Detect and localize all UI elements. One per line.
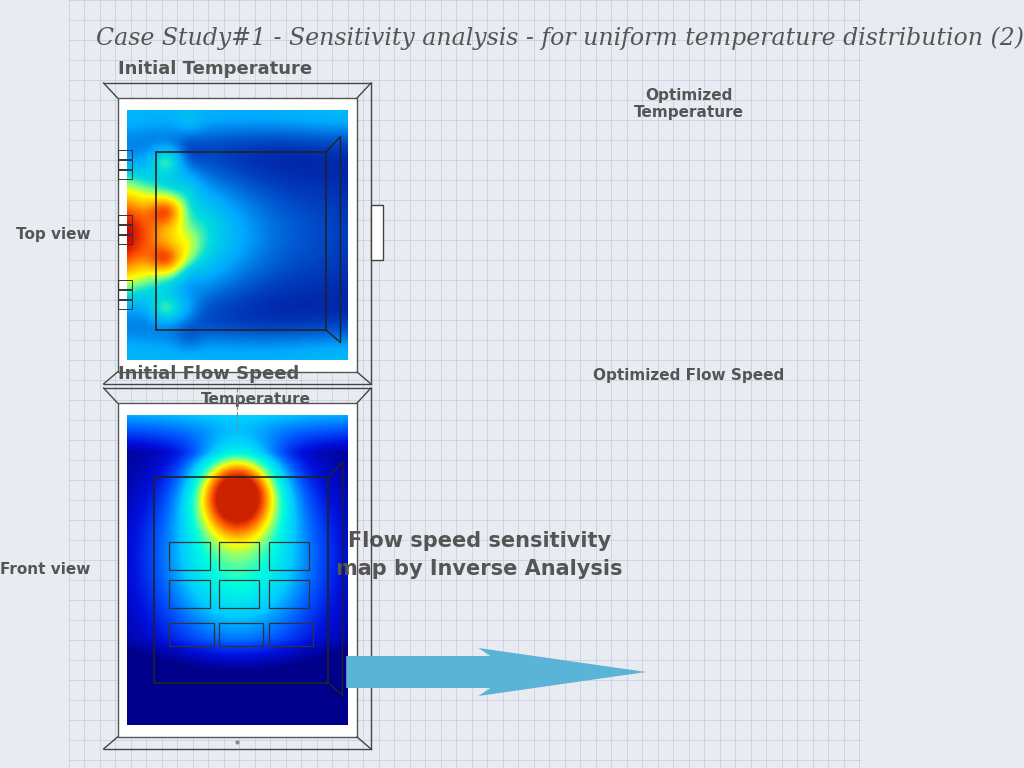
Bar — [169, 542, 210, 570]
Bar — [219, 542, 259, 570]
Bar — [118, 403, 357, 737]
Text: Top view: Top view — [15, 227, 90, 243]
Bar — [119, 225, 132, 234]
Bar — [219, 623, 263, 646]
Bar — [157, 152, 326, 330]
Text: Front view: Front view — [0, 562, 90, 578]
Bar — [119, 235, 132, 244]
Text: Temperature: Temperature — [202, 392, 311, 407]
Bar — [119, 160, 132, 169]
Text: Optimized
Temperature: Optimized Temperature — [634, 88, 743, 121]
Text: Initial Flow Speed: Initial Flow Speed — [118, 365, 299, 383]
Bar — [119, 215, 132, 224]
Bar — [268, 580, 309, 608]
Polygon shape — [346, 648, 646, 696]
Text: Optimized Flow Speed: Optimized Flow Speed — [593, 368, 784, 383]
Bar — [119, 150, 132, 159]
Text: Case Study#1 - Sensitivity analysis - for uniform temperature distribution (2): Case Study#1 - Sensitivity analysis - fo… — [96, 26, 1024, 50]
Bar — [268, 623, 313, 646]
Bar — [118, 98, 357, 372]
Bar — [169, 580, 210, 608]
Bar — [371, 205, 383, 260]
Bar — [119, 280, 132, 289]
Bar — [119, 170, 132, 179]
Bar — [154, 477, 329, 683]
Bar — [119, 290, 132, 299]
Text: Flow speed sensitivity
map by Inverse Analysis: Flow speed sensitivity map by Inverse An… — [336, 531, 623, 579]
Bar — [268, 542, 309, 570]
Text: Initial Temperature: Initial Temperature — [118, 60, 311, 78]
Bar — [169, 623, 214, 646]
Bar — [119, 300, 132, 309]
Bar — [219, 580, 259, 608]
